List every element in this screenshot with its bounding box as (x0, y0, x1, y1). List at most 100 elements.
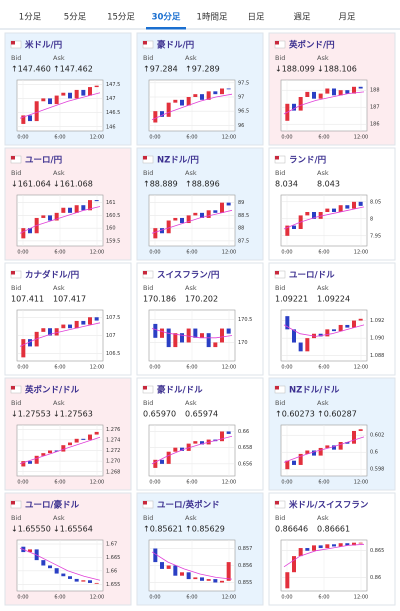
y-tick-label: 187 (370, 105, 380, 111)
candle (318, 212, 323, 219)
ask-label: Ask (185, 54, 197, 62)
candle (68, 576, 72, 579)
pair-name[interactable]: スイスフラン/円 (157, 271, 219, 281)
candle (180, 333, 184, 343)
pair-name[interactable]: ユーロ/円 (25, 156, 62, 166)
candle (305, 450, 310, 454)
y-tick-label: 0.855 (238, 580, 252, 586)
candle (220, 580, 224, 583)
candle (200, 333, 204, 338)
candle (173, 447, 178, 452)
pair-name[interactable]: 英ポンド/円 (288, 40, 335, 51)
candle (200, 441, 204, 445)
ask-label: Ask (317, 514, 329, 522)
ask-label: Ask (317, 169, 329, 177)
ask-value: ↓1.27563 (53, 410, 93, 419)
tab[interactable]: 週足 (293, 13, 311, 23)
flag-mark (275, 501, 279, 505)
y-tick-label: 159.5 (106, 238, 120, 244)
candle (68, 442, 72, 446)
moving-average (19, 547, 101, 581)
flag-mark (143, 501, 147, 505)
pair-name[interactable]: NZドル/円 (157, 156, 199, 166)
ask-value: ↓188.106 (317, 65, 357, 74)
bid-value: 0.65970 (143, 410, 176, 419)
bid-label: Bid (275, 399, 285, 407)
pair-name[interactable]: 豪ドル/円 (157, 40, 194, 51)
ask-value: ↓161.068 (53, 180, 93, 189)
x-tick-label: 0:00 (17, 480, 28, 486)
pair-name[interactable]: ランド/円 (289, 156, 326, 166)
y-tick-label: 146 (106, 124, 116, 130)
candle (220, 88, 224, 95)
candle (298, 453, 303, 465)
x-tick-label: 6:00 (186, 135, 197, 141)
tab[interactable]: 30分足 (152, 12, 181, 23)
candle (358, 86, 363, 89)
candle (345, 205, 350, 209)
y-tick-label: 1.665 (106, 555, 120, 561)
pair-name[interactable]: 豪ドル/ドル (157, 385, 203, 396)
pair-name[interactable]: ユーロ/ドル (289, 271, 335, 281)
candle (186, 572, 191, 580)
flag-mark (275, 156, 279, 160)
bid-label: Bid (143, 54, 153, 62)
moving-average (151, 209, 233, 234)
tab[interactable]: 月足 (338, 13, 356, 23)
candle (160, 328, 164, 338)
tab[interactable]: 5分足 (64, 13, 87, 23)
pair-name[interactable]: 米ドル/スイスフラン (289, 500, 369, 511)
pair-name[interactable]: NZドル/ドル (289, 386, 340, 396)
bid-value: 170.186 (143, 295, 176, 304)
tab-active-underline (146, 27, 186, 30)
candle (325, 445, 330, 448)
candle (213, 91, 218, 95)
x-tick-label: 12:00 (90, 595, 104, 601)
ask-value: ↑0.85629 (185, 525, 225, 534)
candle (94, 317, 99, 321)
candle (312, 545, 316, 551)
bid-label: Bid (11, 514, 21, 522)
pair-name[interactable]: カナダドル/円 (25, 270, 79, 281)
candle (173, 565, 178, 576)
ask-label: Ask (53, 54, 65, 62)
pair-name[interactable]: 英ポンド/ドル (24, 385, 80, 396)
pair-name[interactable]: 米ドル/円 (25, 40, 62, 51)
moving-average (19, 436, 101, 465)
tab[interactable]: 1分足 (19, 13, 42, 23)
x-tick-label: 12:00 (222, 250, 236, 256)
candle (81, 438, 86, 440)
candle (180, 572, 184, 576)
ask-value: 0.65974 (185, 410, 218, 419)
y-tick-label: 0.66 (238, 429, 249, 435)
candle (298, 97, 303, 111)
candle (200, 212, 204, 218)
candle (81, 89, 86, 96)
ask-label: Ask (53, 284, 65, 292)
x-tick-label: 12:00 (354, 480, 368, 486)
candle (285, 316, 290, 330)
candle (88, 200, 92, 211)
tab[interactable]: 1時間足 (197, 13, 228, 23)
x-tick-label: 6:00 (318, 480, 329, 486)
ask-label: Ask (185, 284, 197, 292)
y-tick-label: 0.602 (370, 433, 384, 439)
candle (345, 543, 350, 546)
x-tick-label: 12:00 (90, 480, 104, 486)
y-tick-label: 1.276 (106, 427, 120, 433)
moving-average (19, 92, 101, 119)
pair-name[interactable]: ユーロ/豪ドル (25, 500, 80, 511)
x-tick-label: 0:00 (149, 135, 160, 141)
candle (153, 111, 158, 123)
candle (81, 320, 86, 325)
tab[interactable]: 日足 (247, 13, 265, 23)
tab[interactable]: 15分足 (107, 13, 135, 23)
pair-name[interactable]: ユーロ/英ポンド (157, 500, 220, 511)
ask-label: Ask (317, 284, 329, 292)
candle (206, 579, 211, 581)
moving-average (283, 543, 365, 568)
candle (48, 565, 52, 569)
x-tick-label: 12:00 (222, 595, 236, 601)
y-tick-label: 1.66 (106, 568, 117, 574)
candle (226, 328, 231, 334)
